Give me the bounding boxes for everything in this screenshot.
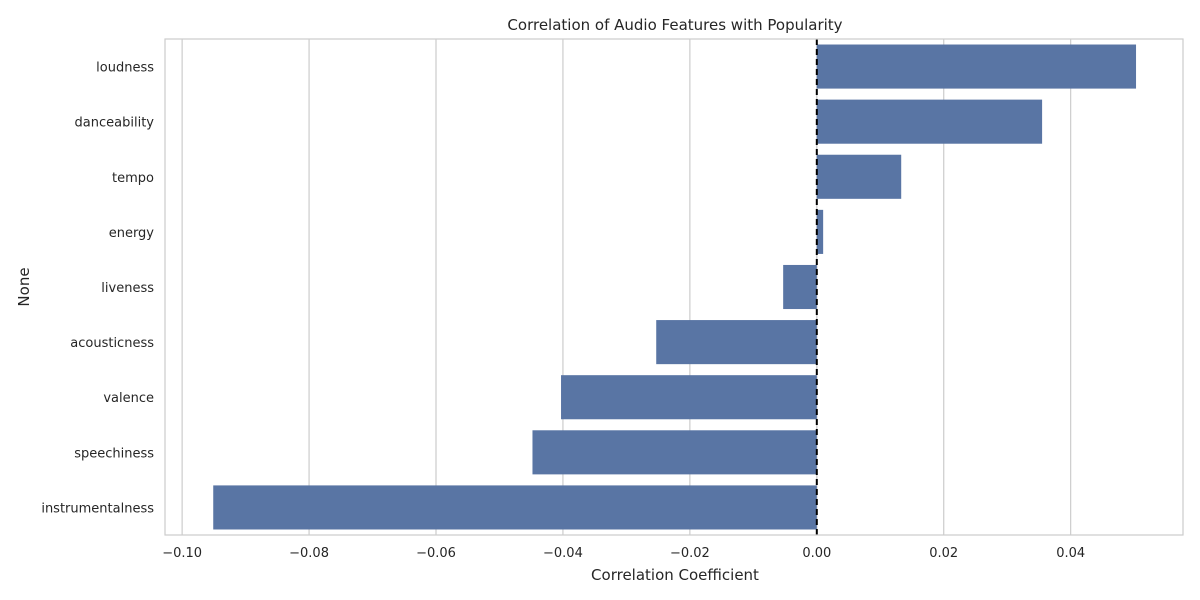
y-category-label: loudness — [96, 61, 154, 76]
bar-tempo — [816, 154, 902, 199]
y-category-label: energy — [109, 226, 155, 241]
y-category-label: liveness — [101, 281, 154, 296]
y-axis-categories: loudness danceability tempo energy liveness a… — [41, 61, 154, 517]
x-axis-label: Correlation Coefficient — [591, 566, 759, 584]
bar-speechiness — [532, 430, 817, 475]
bar-liveness — [783, 264, 817, 310]
y-category-label: valence — [103, 391, 154, 406]
x-tick-label: 0.02 — [929, 546, 958, 561]
bar-energy — [816, 209, 824, 254]
x-tick-label: −0.02 — [670, 546, 710, 561]
bar-acousticness — [656, 320, 817, 365]
x-tick-label: −0.08 — [289, 546, 329, 561]
x-tick-label: −0.04 — [543, 546, 583, 561]
y-category-label: danceability — [75, 116, 155, 131]
x-tick-label: 0.00 — [802, 546, 831, 561]
bar-instrumentalness — [213, 485, 817, 530]
bar-valence — [561, 375, 817, 420]
x-axis-ticks: −0.10 −0.08 −0.06 −0.04 −0.02 0.00 0.02 0.04 — [162, 546, 1085, 561]
plot-frame — [164, 38, 1184, 536]
bars — [213, 44, 1137, 530]
y-category-label: instrumentalness — [41, 501, 154, 516]
x-tick-label: −0.10 — [162, 546, 202, 561]
bar-danceability — [816, 99, 1043, 144]
chart-title: Correlation of Audio Features with Popul… — [507, 16, 842, 34]
x-tick-label: 0.04 — [1056, 546, 1085, 561]
y-axis-label: None — [15, 267, 33, 306]
x-tick-label: −0.06 — [416, 546, 456, 561]
y-category-label: speechiness — [74, 446, 154, 461]
y-category-label: tempo — [112, 171, 154, 186]
y-category-label: acousticness — [70, 336, 154, 351]
bar-loudness — [816, 44, 1137, 89]
